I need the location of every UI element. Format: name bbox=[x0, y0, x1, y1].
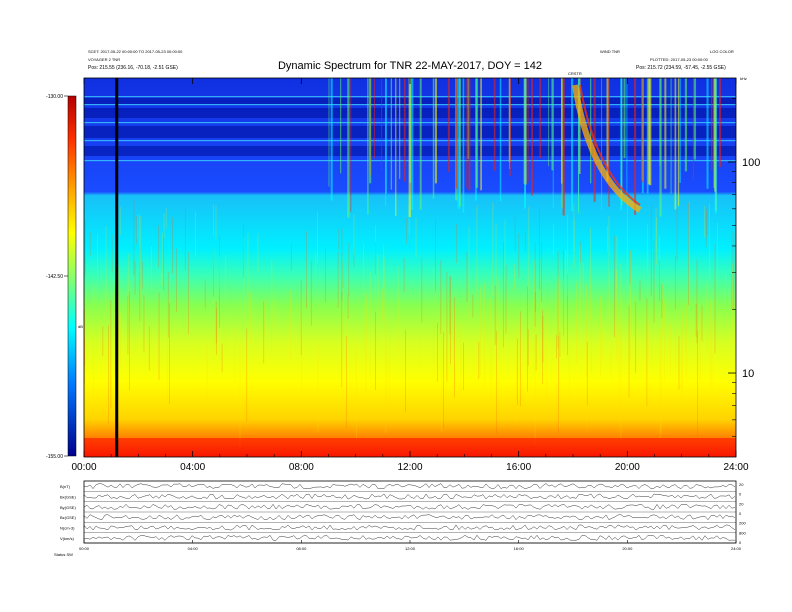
colorbar-tick-label: -130.00 bbox=[46, 94, 63, 100]
kHz-label: kHz bbox=[740, 76, 747, 81]
y-tick-label: 100 bbox=[742, 157, 760, 169]
field-right-label: 0 bbox=[739, 540, 742, 545]
field-right-label: 20 bbox=[739, 501, 744, 506]
field-x-tick-label: 12:00 bbox=[405, 546, 416, 551]
x-tick-label: 20:00 bbox=[615, 462, 640, 473]
field-right-label: 0 bbox=[739, 511, 742, 516]
field-row-trace bbox=[83, 483, 736, 489]
colorbar-ticks: -130.00 -142.50 -155.00 bbox=[46, 94, 68, 460]
spectrogram bbox=[84, 78, 736, 457]
field-row-label: V(km/s) bbox=[60, 536, 74, 541]
field-x-tick-label: 20:00 bbox=[622, 546, 633, 551]
field-right-label: 200 bbox=[739, 521, 746, 526]
field-right-label: 20 bbox=[739, 482, 744, 487]
header-right-line1: WIND TNR bbox=[600, 49, 620, 54]
field-panel: B(nT) Bx(GSE) By(GSE) Bz(GSE) N(cm-3) V(km/s)… bbox=[60, 482, 746, 551]
field-row-trace bbox=[83, 504, 736, 510]
field-row-trace bbox=[83, 534, 736, 541]
header-right-line4: Pos: 215.72 (234.59, -57.45, -2.55 GSE) bbox=[636, 65, 726, 71]
field-panel-status: Status SW bbox=[54, 552, 73, 557]
field-x-tick-label: 16:00 bbox=[514, 546, 525, 551]
header-left-line3: Pos: 215.55 (236.16, -70.18, -2.51 GSE) bbox=[88, 65, 178, 71]
time-axis: 00:00 04:00 08:00 12:00 16:00 20:00 24:00 bbox=[71, 78, 749, 473]
y-tick-label: 10 bbox=[742, 368, 754, 380]
chart-title: Dynamic Spectrum for TNR 22-MAY-2017, DO… bbox=[278, 60, 542, 72]
field-row-label: Bx(GSE) bbox=[60, 495, 76, 500]
field-row-trace bbox=[83, 524, 736, 531]
field-row-trace bbox=[83, 514, 736, 521]
x-tick-label: 00:00 bbox=[71, 462, 96, 473]
x-tick-label: 16:00 bbox=[506, 462, 531, 473]
x-tick-label: 24:00 bbox=[723, 462, 748, 473]
field-x-tick-label: 24:00 bbox=[731, 546, 742, 551]
colorbar bbox=[67, 95, 77, 457]
field-right-label: 0 bbox=[739, 492, 742, 497]
colorbar-label: dB bbox=[78, 324, 83, 329]
field-x-tick-label: 08:00 bbox=[296, 546, 307, 551]
header-right-line2: LOG COLOR bbox=[710, 49, 734, 54]
field-row-label: B(nT) bbox=[60, 484, 71, 489]
header-left-line2: VOYAGER 2 TNR bbox=[88, 57, 120, 62]
frequency-axis: 10 100 bbox=[728, 98, 760, 437]
x-tick-label: 04:00 bbox=[180, 462, 205, 473]
x-tick-label: 08:00 bbox=[289, 462, 314, 473]
field-row-trace bbox=[83, 493, 736, 500]
field-right-label: 800 bbox=[739, 530, 746, 535]
field-x-tick-label: 00:00 bbox=[79, 546, 90, 551]
x-tick-label: 12:00 bbox=[397, 462, 422, 473]
colorbar-tick-label: -142.50 bbox=[46, 274, 63, 280]
field-row-label: By(GSE) bbox=[60, 505, 76, 510]
header-marker: CRSTR bbox=[568, 71, 582, 76]
header-left-line1: SCET: 2017-05-22 00:00:00 TO 2017-05-23 … bbox=[88, 49, 183, 54]
field-x-tick-label: 04:00 bbox=[188, 546, 199, 551]
colorbar-tick-label: -155.00 bbox=[46, 454, 63, 460]
field-row-label: N(cm-3) bbox=[60, 526, 75, 531]
field-row-label: Bz(GSE) bbox=[60, 515, 76, 520]
header-right-line3: PLOTTED: 2017-05-23 00:00:00 bbox=[650, 57, 709, 62]
